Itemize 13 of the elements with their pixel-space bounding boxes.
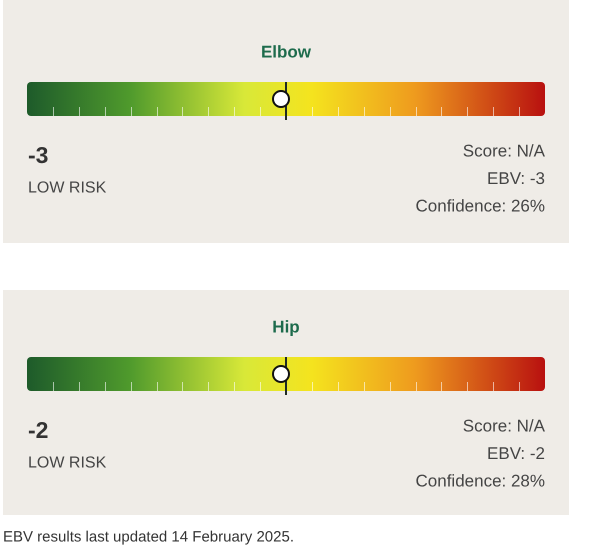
- text: EBV: -2: [487, 444, 545, 463]
- text: Score: N/A: [462, 142, 546, 160]
- text: EBV: -3: [487, 169, 545, 188]
- text: Confidence: 26%: [416, 196, 545, 216]
- text: EBV results last updated 14 February 2025.: [3, 528, 294, 546]
- text: Elbow: [260, 42, 312, 62]
- text: LOW RISK: [28, 454, 107, 472]
- data-label: -3: [28, 142, 48, 168]
- text: LOW RISK: [28, 180, 107, 196]
- text: Score: N/A: [462, 416, 546, 436]
- data-label: -2: [28, 417, 48, 443]
- text: Hip: [272, 318, 300, 336]
- text: Confidence: 28%: [416, 472, 545, 490]
